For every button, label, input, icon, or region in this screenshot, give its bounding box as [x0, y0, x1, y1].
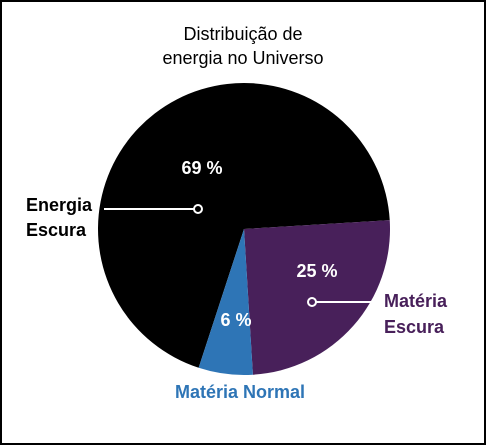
chart-title-line-1: Distribuição de — [183, 24, 303, 44]
category-label-energia-escura-line-2: Escura — [26, 220, 87, 240]
category-label-energia-escura-line-1: Energia — [26, 195, 93, 215]
value-label-materia-normal: 6 % — [220, 310, 251, 330]
category-label-materia-escura-line-2: Escura — [384, 317, 445, 337]
leader-marker-energia-escura — [193, 204, 203, 214]
category-label-materia-normal: Matéria Normal — [175, 382, 305, 402]
value-label-energia-escura: 69 % — [181, 158, 222, 178]
pie-slice-materia-escura — [244, 220, 391, 375]
category-label-materia-escura-line-1: Matéria — [384, 291, 448, 311]
pie-slice-energia-escura — [98, 83, 390, 368]
chart-title-line-2: energia no Universo — [162, 48, 324, 68]
pie-slice-materia-normal — [198, 229, 253, 376]
leader-marker-materia-escura — [307, 297, 317, 307]
chart-title: Distribuição de energia no Universo — [0, 22, 486, 70]
value-label-materia-escura: 25 % — [296, 261, 337, 281]
